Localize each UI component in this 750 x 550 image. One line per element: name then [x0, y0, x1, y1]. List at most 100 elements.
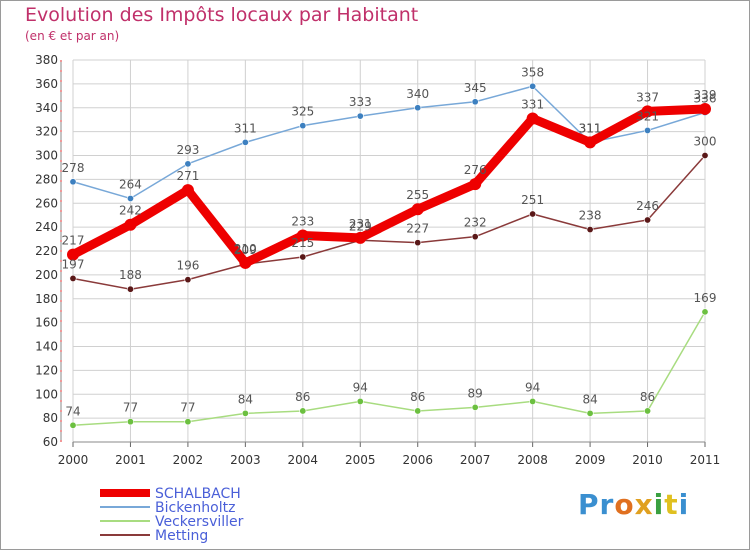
data-label-schalbach: 276: [464, 163, 487, 177]
data-label-metting: 215: [291, 236, 314, 250]
y-tick-label: 220: [35, 244, 58, 258]
logo-letter: P: [578, 488, 600, 521]
data-point-veckersviller: [644, 407, 652, 415]
data-point-metting: [299, 253, 307, 261]
logo-letter: t: [664, 488, 679, 521]
data-label-veckersviller: 94: [353, 380, 368, 394]
data-point-metting: [414, 239, 422, 247]
x-tick-label: 2003: [230, 453, 261, 467]
y-tick-label: 80: [43, 411, 58, 425]
data-label-schalbach: 271: [176, 169, 199, 183]
data-point-schalbach: [699, 102, 711, 115]
data-point-metting: [126, 285, 134, 293]
data-label-schalbach: 210: [234, 242, 257, 256]
data-point-metting: [69, 274, 77, 282]
data-point-bickenholtz: [414, 104, 422, 112]
x-tick-label: 2004: [288, 453, 319, 467]
data-label-metting: 300: [694, 135, 717, 149]
data-label-schalbach: 337: [636, 90, 659, 104]
series-line-veckersviller: [72, 311, 706, 427]
data-label-metting: 246: [636, 199, 659, 213]
data-label-metting: 209: [234, 243, 257, 257]
y-tick-label: 340: [35, 101, 58, 115]
data-point-veckersviller: [299, 407, 307, 415]
y-tick-label: 380: [35, 53, 58, 67]
data-label-veckersviller: 86: [295, 390, 310, 404]
data-point-schalbach: [181, 184, 194, 197]
data-point-bickenholtz: [241, 138, 249, 146]
data-label-bickenholtz: 345: [464, 81, 487, 95]
data-label-metting: 188: [119, 268, 142, 282]
legend-label-bickenholtz: Bickenholtz: [155, 500, 235, 516]
y-tick-label: 60: [43, 435, 58, 449]
data-label-bickenholtz: 278: [62, 161, 85, 175]
data-point-bickenholtz: [529, 82, 537, 90]
data-point-veckersviller: [586, 409, 594, 417]
data-point-schalbach: [354, 231, 367, 244]
data-label-bickenholtz: 333: [349, 95, 372, 109]
data-point-veckersviller: [701, 308, 709, 316]
data-label-veckersviller: 77: [123, 401, 138, 415]
data-label-metting: 251: [521, 193, 544, 207]
logo-letter: i: [678, 488, 690, 521]
data-point-bickenholtz: [299, 122, 307, 130]
legend-label-veckersviller: Veckersviller: [155, 514, 244, 530]
data-point-veckersviller: [529, 397, 537, 405]
chart-title: Evolution des Impôts locaux par Habitant: [25, 4, 419, 26]
y-tick-label: 320: [35, 125, 58, 139]
series-schalbach: [67, 102, 711, 269]
data-point-veckersviller: [414, 407, 422, 415]
data-label-bickenholtz: 321: [636, 109, 659, 123]
x-tick-label: 2007: [460, 453, 491, 467]
data-label-bickenholtz: 336: [694, 92, 717, 106]
data-point-bickenholtz: [356, 112, 364, 120]
x-tick-label: 2002: [173, 453, 204, 467]
data-point-metting: [701, 152, 709, 160]
x-tick-label: 2010: [632, 453, 663, 467]
data-label-bickenholtz: 264: [119, 177, 142, 191]
logo-letter: r: [599, 488, 615, 521]
chart-subtitle: (en € et par an): [25, 29, 120, 43]
data-label-metting: 227: [406, 222, 429, 236]
data-label-bickenholtz: 358: [521, 65, 544, 79]
data-label-schalbach: 339: [694, 88, 717, 102]
proxiti-logo: Proxiti: [578, 488, 689, 521]
data-label-bickenholtz: 293: [176, 143, 199, 157]
data-point-veckersviller: [69, 421, 77, 429]
data-label-schalbach: 255: [406, 188, 429, 202]
x-tick-label: 2000: [58, 453, 89, 467]
data-point-veckersviller: [126, 418, 134, 426]
legend-label-schalbach: SCHALBACH: [155, 486, 241, 502]
data-label-veckersviller: 89: [468, 386, 483, 400]
x-tick-label: 2006: [402, 453, 433, 467]
data-point-schalbach: [296, 229, 309, 242]
x-tick-label: 2005: [345, 453, 376, 467]
data-point-bickenholtz: [644, 126, 652, 134]
y-tick-label: 300: [35, 149, 58, 163]
series-veckersviller: [69, 308, 709, 429]
y-tick-label: 100: [35, 387, 58, 401]
data-label-veckersviller: 169: [694, 291, 717, 305]
y-tick-label: 240: [35, 220, 58, 234]
data-point-schalbach: [67, 248, 79, 261]
data-label-metting: 196: [176, 259, 199, 273]
y-tick-label: 280: [35, 172, 58, 186]
data-point-bickenholtz: [69, 178, 77, 186]
data-point-schalbach: [239, 256, 252, 269]
data-point-schalbach: [526, 112, 539, 125]
data-point-veckersviller: [471, 403, 479, 411]
data-label-veckersviller: 74: [65, 404, 80, 418]
data-point-schalbach: [584, 136, 597, 149]
x-tick-label: 2009: [575, 453, 606, 467]
data-label-veckersviller: 86: [410, 390, 425, 404]
data-label-schalbach: 242: [119, 204, 142, 218]
data-label-schalbach: 231: [349, 217, 372, 231]
data-point-veckersviller: [241, 409, 249, 417]
data-label-veckersviller: 84: [582, 392, 597, 406]
data-label-veckersviller: 84: [238, 392, 253, 406]
data-label-schalbach: 311: [579, 121, 602, 135]
data-label-schalbach: 233: [291, 214, 314, 228]
series-line-metting: [72, 154, 706, 290]
data-point-metting: [644, 216, 652, 224]
